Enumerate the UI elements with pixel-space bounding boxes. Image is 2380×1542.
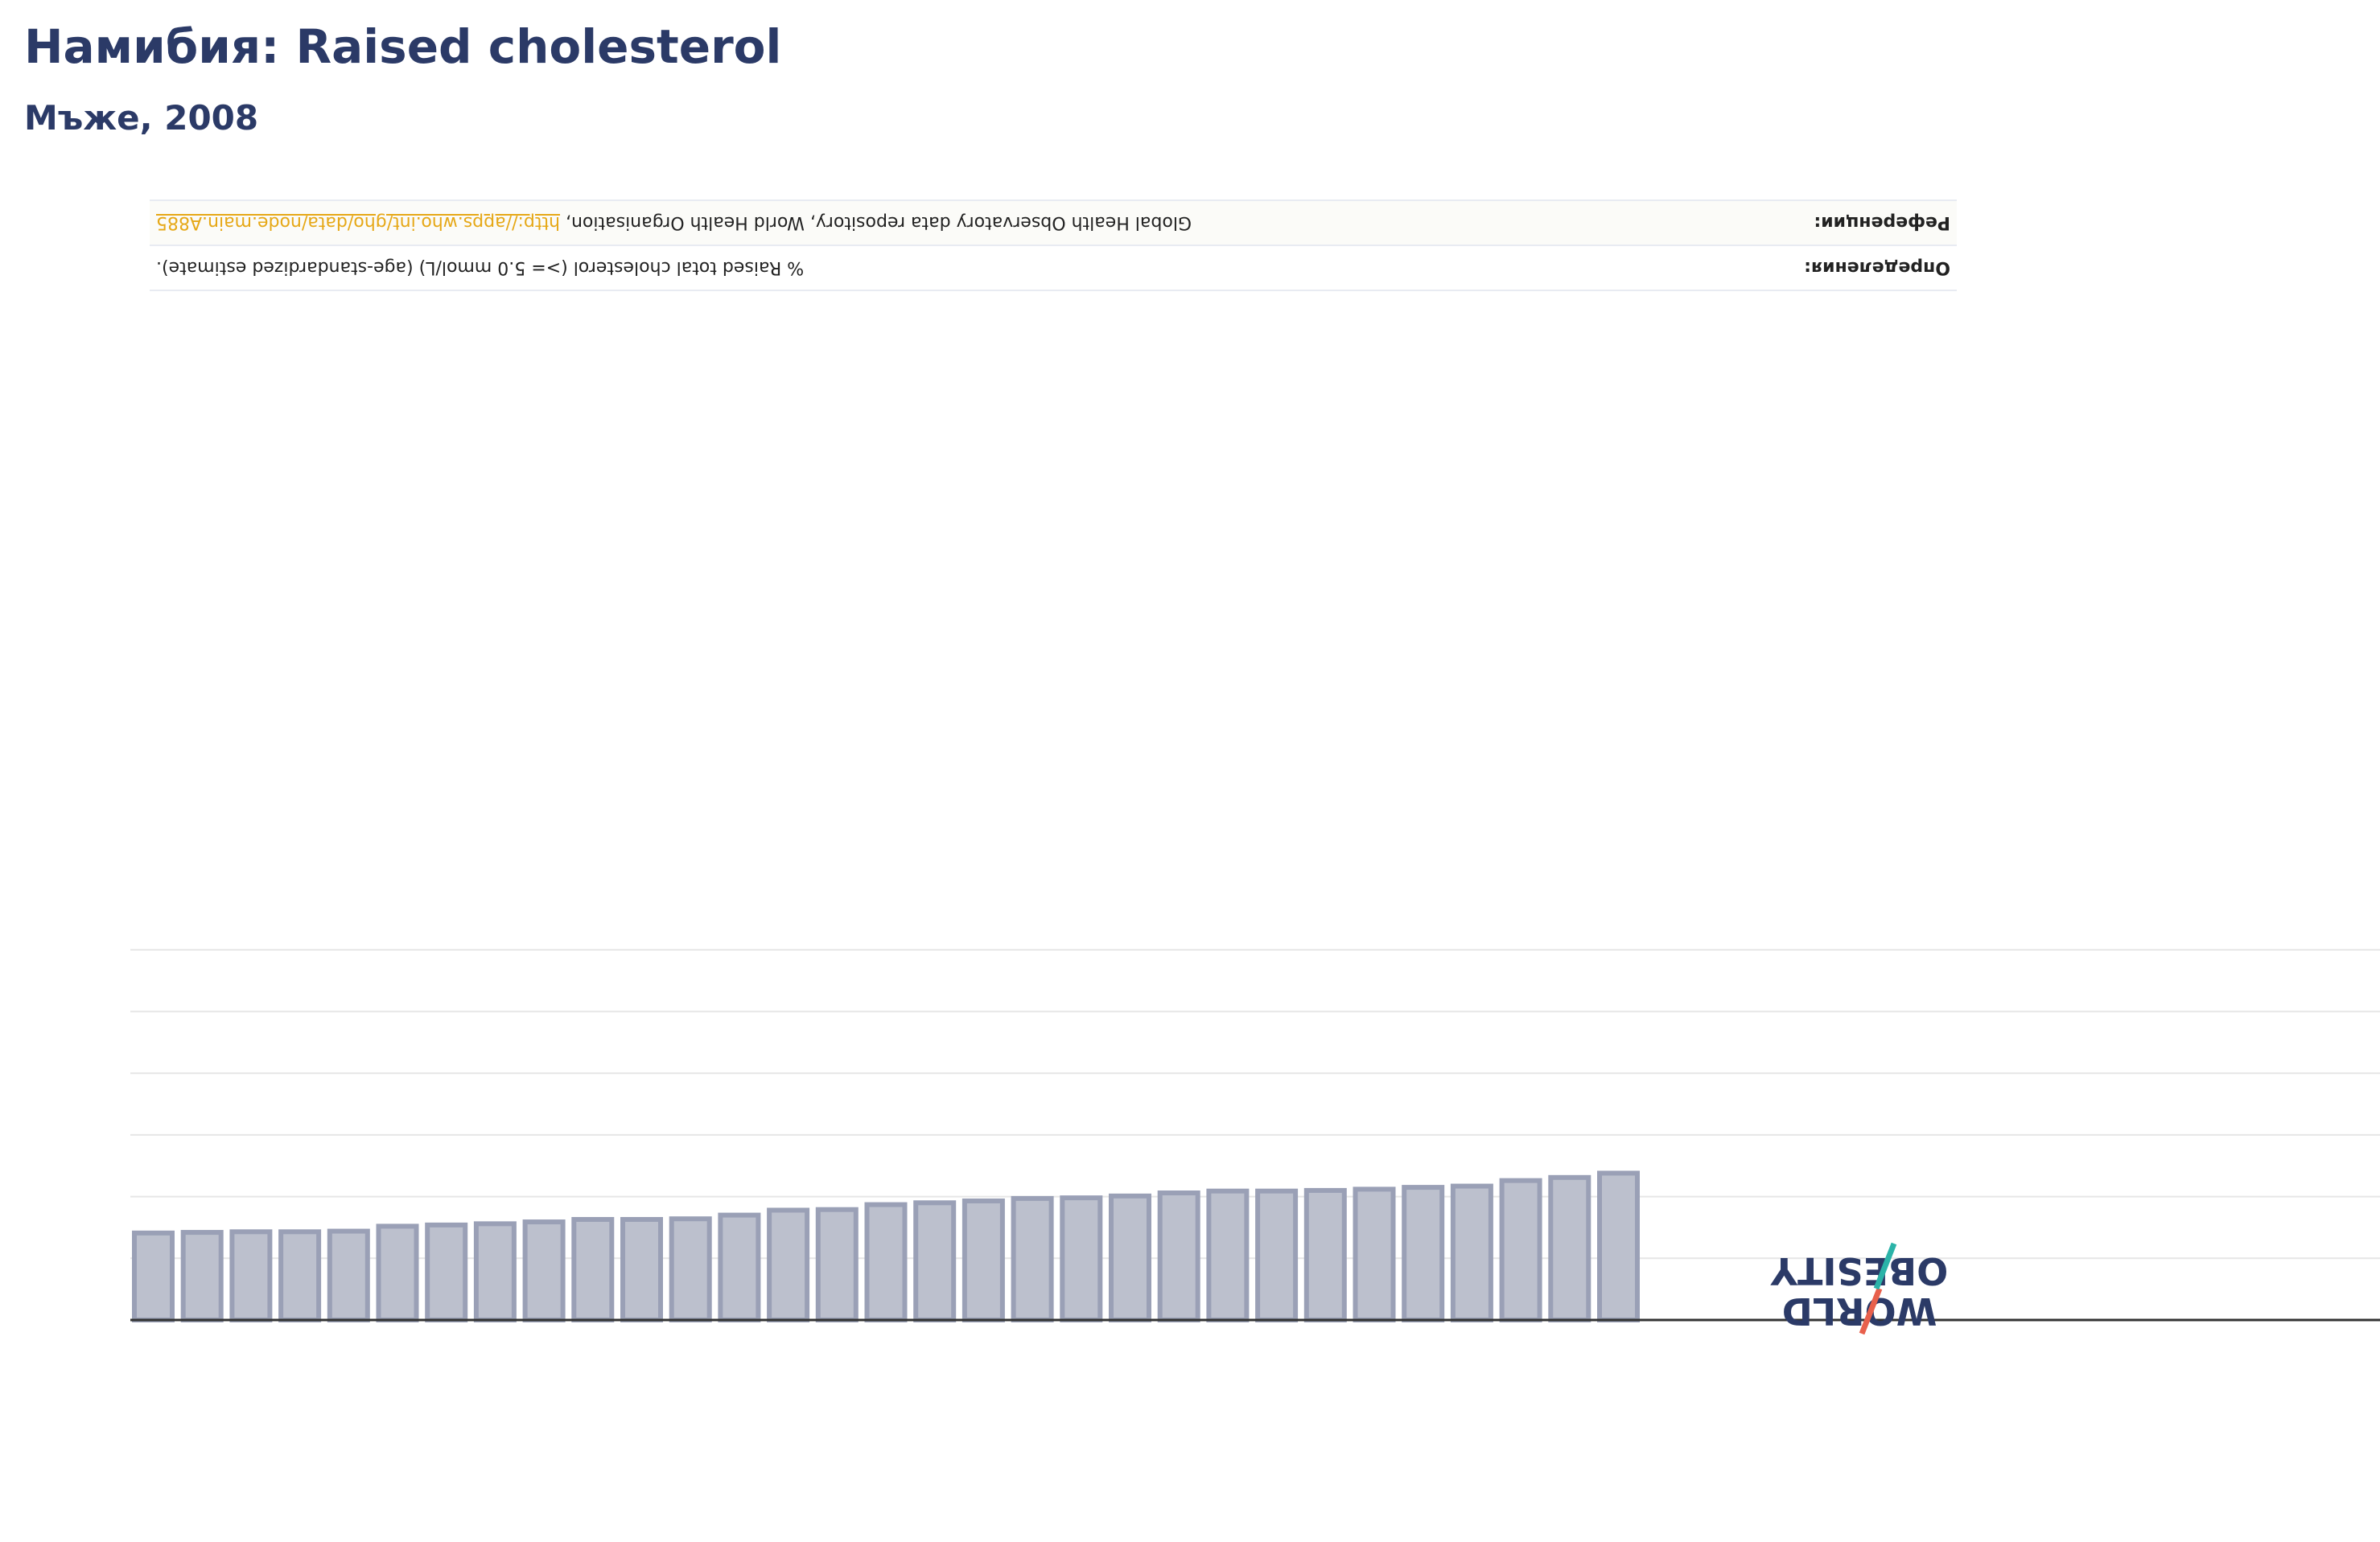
bar[interactable]	[376, 1223, 419, 1323]
world-obesity-logo: WORLD OBESITY	[1770, 1242, 1948, 1335]
info-table: Определения: % Raised total cholesterol …	[150, 199, 1957, 291]
chart-subtitle: Мъже, 2008	[24, 98, 259, 138]
reference-text: Global Health Observatory data repositor…	[566, 212, 1192, 233]
bars	[132, 1170, 1640, 1323]
bar[interactable]	[1157, 1190, 1200, 1323]
bar[interactable]	[571, 1216, 615, 1322]
bar[interactable]	[1109, 1193, 1151, 1323]
bar[interactable]	[913, 1200, 957, 1323]
bar[interactable]	[278, 1229, 322, 1322]
bar[interactable]	[1450, 1183, 1493, 1323]
bar[interactable]	[1402, 1185, 1445, 1322]
bar[interactable]	[718, 1212, 761, 1322]
bar[interactable]	[132, 1230, 175, 1323]
definition-label: Определения:	[1804, 257, 1950, 278]
logo-text-world: WORLD	[1782, 1289, 1937, 1333]
bar[interactable]	[1206, 1188, 1250, 1323]
logo-slash-red	[1859, 1287, 1883, 1335]
bar[interactable]	[327, 1228, 370, 1322]
bar[interactable]	[620, 1216, 663, 1322]
reference-content: Global Health Observatory data repositor…	[156, 213, 1192, 233]
bar[interactable]	[1548, 1174, 1591, 1322]
definition-text: % Raised total cholesterol (>= 5.0 mmol/…	[156, 257, 805, 278]
bar[interactable]	[180, 1230, 224, 1323]
gridlines	[130, 948, 2380, 1260]
bar[interactable]	[1255, 1188, 1299, 1323]
bar[interactable]	[767, 1207, 810, 1322]
chart-title: Намибия: Raised cholesterol	[24, 19, 782, 74]
bar[interactable]	[669, 1216, 712, 1323]
bar[interactable]	[425, 1222, 468, 1322]
logo-slash-teal	[1873, 1242, 1897, 1290]
reference-link[interactable]: http://apps.who.int/gho/data/node.main.A…	[156, 212, 561, 233]
bar[interactable]	[961, 1198, 1005, 1322]
bar[interactable]	[864, 1202, 908, 1323]
bar[interactable]	[1597, 1170, 1640, 1322]
bar[interactable]	[1011, 1195, 1054, 1322]
bar[interactable]	[229, 1229, 273, 1322]
bar[interactable]	[1353, 1186, 1396, 1322]
bar[interactable]	[815, 1207, 859, 1323]
bar[interactable]	[473, 1221, 517, 1323]
bar[interactable]	[1060, 1195, 1103, 1323]
definition-row: Определения: % Raised total cholesterol …	[150, 246, 1957, 291]
bar[interactable]	[522, 1219, 566, 1322]
reference-label: Референции:	[1814, 212, 1950, 233]
logo-text-obesity: OBESITY	[1770, 1249, 1948, 1293]
bar[interactable]	[1499, 1178, 1542, 1322]
reference-row: Референции: Global Health Observatory da…	[150, 199, 1957, 246]
bar[interactable]	[1303, 1187, 1347, 1323]
